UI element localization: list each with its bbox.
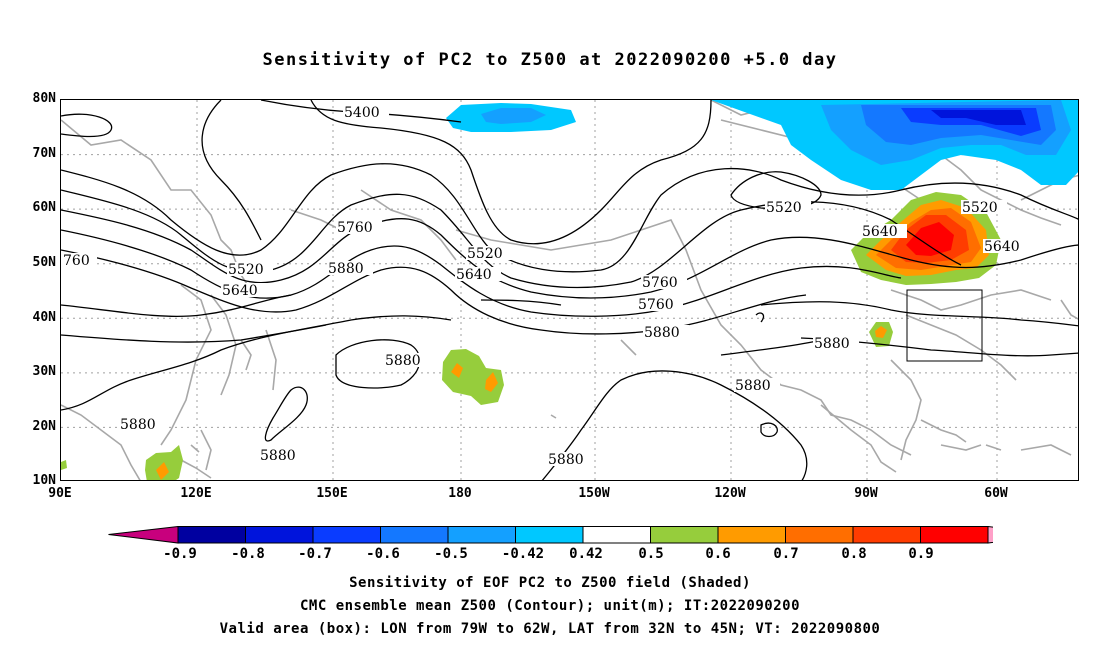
colorbar-tick: -0.5 xyxy=(434,546,468,562)
positive-blob-scs-inner xyxy=(156,462,169,480)
contour-label: 5760 xyxy=(638,297,674,313)
positive-region-5 xyxy=(906,222,954,256)
colorbar-upper-triangle xyxy=(987,525,1059,544)
contour-label: 5760 xyxy=(337,220,373,236)
colorbar-cell xyxy=(920,526,989,544)
positive-blob-edge xyxy=(61,460,67,470)
contour-label: 5880 xyxy=(644,325,680,341)
lat-label-80n: 80N xyxy=(32,91,56,106)
map-panel: 5400 760 5520 5640 5760 5880 5520 5640 5… xyxy=(60,99,1079,481)
contour-label: 5400 xyxy=(344,105,380,121)
colorbar-tick: 0.7 xyxy=(773,546,799,562)
contour-label: 5880 xyxy=(548,452,584,468)
caption-line-1: Sensitivity of EOF PC2 to Z500 field (Sh… xyxy=(349,575,751,591)
lat-label-30n: 30N xyxy=(32,364,56,379)
lon-label-90e: 90E xyxy=(48,486,72,501)
caption-line-3: Valid area (box): LON from 79W to 62W, L… xyxy=(219,621,881,637)
contour-label: 5640 xyxy=(984,239,1020,255)
contour-label: 5520 xyxy=(962,200,998,216)
lat-label-20n: 20N xyxy=(32,419,56,434)
lat-label-60n: 60N xyxy=(32,200,56,215)
colorbar-tick: 0.42 xyxy=(569,546,603,562)
lat-label-50n: 50N xyxy=(32,255,56,270)
colorbar-tick: 0.9 xyxy=(908,546,934,562)
colorbar-cell xyxy=(380,526,449,544)
colorbar-tick: 0.5 xyxy=(638,546,664,562)
lat-label-70n: 70N xyxy=(32,146,56,161)
contour-label: 5520 xyxy=(766,200,802,216)
contour-label: 5880 xyxy=(385,353,421,369)
lon-label-120w: 120W xyxy=(714,486,746,501)
lon-label-60w: 60W xyxy=(984,486,1008,501)
colorbar-svg xyxy=(108,525,1059,544)
colorbar-cell xyxy=(312,526,381,544)
lat-label-40n: 40N xyxy=(32,310,56,325)
positive-blob-pacific-inner2 xyxy=(485,372,498,392)
positive-blob-pacific xyxy=(442,349,504,405)
colorbar-tick: -0.8 xyxy=(231,546,265,562)
sensitivity-shading xyxy=(61,100,1078,480)
lon-label-180: 180 xyxy=(448,486,472,501)
colorbar-cell xyxy=(785,526,854,544)
contour-label: 5880 xyxy=(120,417,156,433)
colorbar xyxy=(108,525,1059,544)
lon-label-150w: 150W xyxy=(578,486,610,501)
negative-region-5 xyxy=(931,110,1026,125)
contour-label: 760 xyxy=(63,253,90,269)
contour-labels: 5400 760 5520 5640 5760 5880 5520 5640 5… xyxy=(61,105,1029,468)
colorbar-lower-triangle xyxy=(108,525,179,544)
positive-blob-pacific-inner1 xyxy=(451,363,463,378)
contour-label: 5880 xyxy=(260,448,296,464)
positive-blob-38n-inner xyxy=(875,326,887,338)
colorbar-cell xyxy=(177,526,246,544)
colorbar-cell xyxy=(582,526,651,544)
contour-label: 5880 xyxy=(328,261,364,277)
colorbar-cell xyxy=(245,526,314,544)
contour-label: 5520 xyxy=(467,246,503,262)
contour-label: 5640 xyxy=(456,267,492,283)
colorbar-cell xyxy=(717,526,786,544)
colorbar-tick: -0.42 xyxy=(501,546,545,562)
colorbar-cell xyxy=(650,526,719,544)
map-canvas: 5400 760 5520 5640 5760 5880 5520 5640 5… xyxy=(61,100,1078,480)
colorbar-tick: -0.6 xyxy=(366,546,400,562)
contour-label: 5520 xyxy=(228,262,264,278)
valid-area-box xyxy=(906,289,983,362)
caption-line-2: CMC ensemble mean Z500 (Contour); unit(m… xyxy=(299,598,800,614)
lon-label-120e: 120E xyxy=(180,486,212,501)
lat-label-10n: 10N xyxy=(32,473,56,488)
lon-label-150e: 150E xyxy=(316,486,348,501)
colorbar-tick: 0.8 xyxy=(841,546,867,562)
colorbar-cell xyxy=(852,526,921,544)
contour-label: 5640 xyxy=(862,224,898,240)
contour-label: 5760 xyxy=(642,275,678,291)
negative-small-region-inner xyxy=(481,108,546,124)
colorbar-cell xyxy=(447,526,516,544)
contour-label: 5880 xyxy=(814,336,850,352)
chart-title: Sensitivity of PC2 to Z500 at 2022090200… xyxy=(262,50,838,70)
contour-label: 5880 xyxy=(735,378,771,394)
colorbar-tick: -0.7 xyxy=(298,546,332,562)
lon-label-90w: 90W xyxy=(854,486,878,501)
colorbar-cell xyxy=(515,526,584,544)
colorbar-tick: -0.9 xyxy=(163,546,197,562)
colorbar-tick: 0.6 xyxy=(705,546,731,562)
contour-label: 5640 xyxy=(222,283,258,299)
